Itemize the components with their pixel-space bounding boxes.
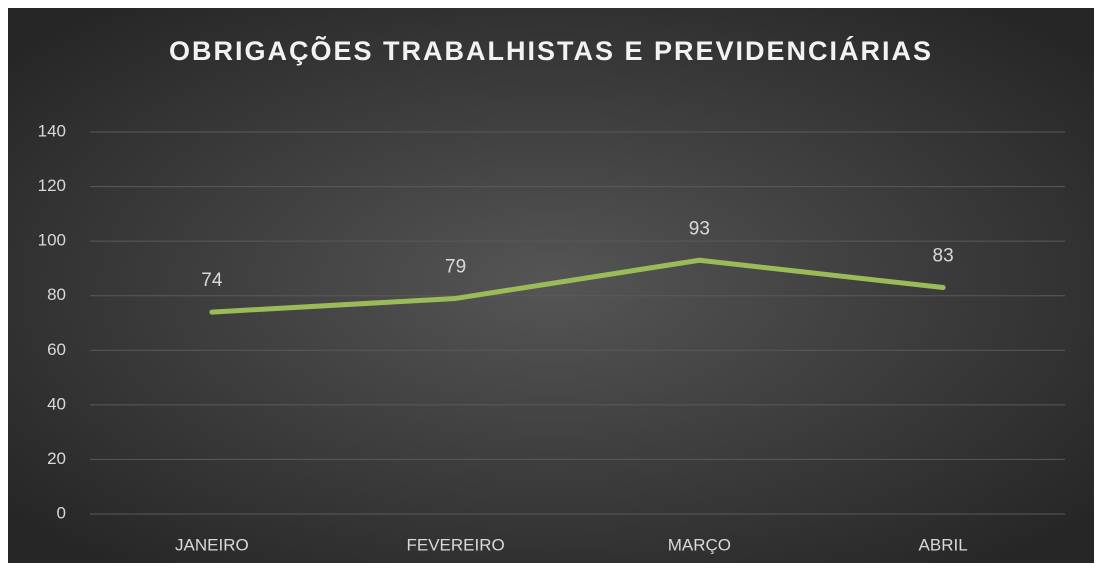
chart-title: OBRIGAÇÕES TRABALHISTAS E PREVIDENCIÁRIA… xyxy=(169,35,933,66)
y-tick-label: 40 xyxy=(47,394,66,413)
x-tick-label: MARÇO xyxy=(668,535,731,554)
y-tick-label: 120 xyxy=(38,176,66,195)
data-label: 93 xyxy=(689,218,710,239)
line xyxy=(209,257,946,315)
data-label: 83 xyxy=(933,246,954,267)
y-tick-label: 80 xyxy=(47,285,66,304)
x-tick-label: ABRIL xyxy=(919,535,968,554)
y-tick-label: 100 xyxy=(38,231,66,250)
y-tick-label: 20 xyxy=(47,449,66,468)
x-tick-label: FEVEREIRO xyxy=(407,535,505,554)
y-tick-label: 0 xyxy=(57,503,66,522)
data-label: 79 xyxy=(445,256,466,277)
y-tick-label: 60 xyxy=(47,340,66,359)
data-label: 74 xyxy=(201,270,223,291)
x-tick-label: JANEIRO xyxy=(175,535,249,554)
y-tick-label: 140 xyxy=(38,121,66,140)
